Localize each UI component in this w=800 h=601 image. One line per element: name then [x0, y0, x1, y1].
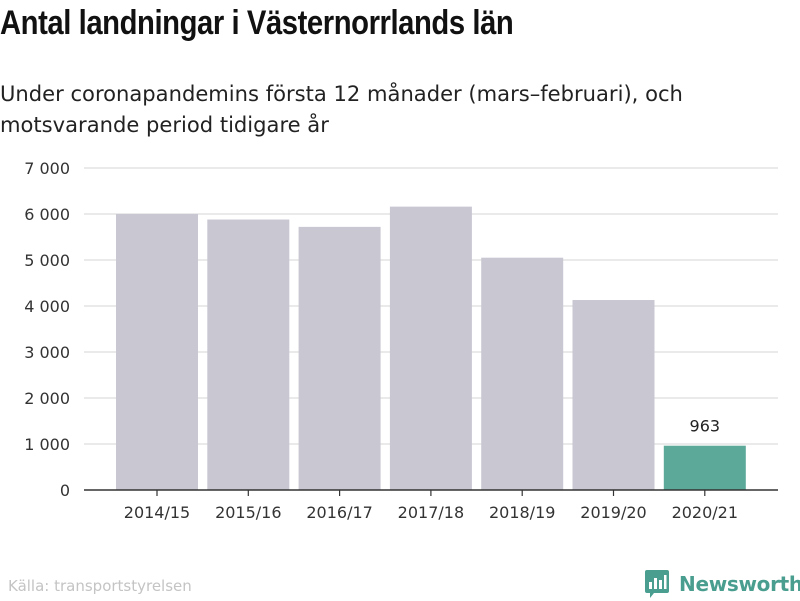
y-axis-tick-labels: 0 1 000 2 000 3 000 4 000 5 000 6 000 7 000 — [24, 159, 70, 500]
newsworthy-logo: Newsworthy — [644, 567, 800, 601]
y-tick-label: 4 000 — [24, 297, 70, 316]
x-tick-label: 2020/21 — [672, 503, 738, 522]
bar-2016-17 — [298, 226, 381, 490]
bar-2020-21 — [663, 445, 746, 490]
x-axis: 2014/15 2015/16 2016/17 2017/18 2018/19 2019/… — [84, 489, 778, 522]
y-tick-label: 6 000 — [24, 205, 70, 224]
x-tick-label: 2016/17 — [306, 503, 372, 522]
bars — [116, 206, 746, 490]
chart-subtitle: Under coronapandemins första 12 månader … — [0, 82, 683, 138]
y-tick-label: 3 000 — [24, 343, 70, 362]
chart-title: Antal landningar i Västernorrlands län — [0, 4, 514, 42]
y-tick-label: 5 000 — [24, 251, 70, 270]
y-tick-label: 1 000 — [24, 435, 70, 454]
y-tick-label: 7 000 — [24, 159, 70, 178]
x-tick-label: 2019/20 — [580, 503, 646, 522]
y-tick-label: 0 — [60, 481, 70, 500]
brand-name: Newsworthy — [679, 572, 800, 596]
bar-2018-19 — [481, 257, 564, 490]
source-note: Källa: transportstyrelsen — [8, 577, 192, 595]
data-labels: 963 — [690, 417, 721, 436]
y-tick-label: 2 000 — [24, 389, 70, 408]
bar-2019-20 — [572, 300, 655, 490]
bar-chart-logo-icon — [645, 570, 669, 598]
bar-2017-18 — [389, 206, 472, 490]
x-tick-label: 2014/15 — [124, 503, 190, 522]
x-tick-label: 2017/18 — [398, 503, 464, 522]
bar-2015-16 — [207, 219, 290, 490]
x-tick-label: 2015/16 — [215, 503, 281, 522]
data-label-2020-21: 963 — [690, 417, 721, 436]
x-tick-label: 2018/19 — [489, 503, 555, 522]
bar-2014-15 — [116, 214, 198, 490]
